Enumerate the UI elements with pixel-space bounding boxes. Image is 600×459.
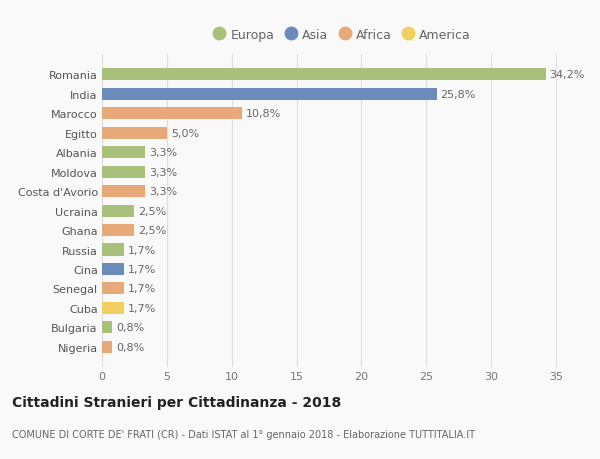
Text: 25,8%: 25,8% — [440, 90, 476, 100]
Text: Cittadini Stranieri per Cittadinanza - 2018: Cittadini Stranieri per Cittadinanza - 2… — [12, 395, 341, 409]
Text: 3,3%: 3,3% — [149, 187, 177, 197]
Text: 2,5%: 2,5% — [139, 225, 167, 235]
Text: 1,7%: 1,7% — [128, 264, 156, 274]
Text: 0,8%: 0,8% — [116, 323, 145, 333]
Bar — [102, 186, 145, 198]
Bar — [102, 283, 124, 295]
Bar — [102, 341, 112, 353]
Text: 3,3%: 3,3% — [149, 148, 177, 158]
Text: 5,0%: 5,0% — [171, 129, 199, 139]
Text: COMUNE DI CORTE DE' FRATI (CR) - Dati ISTAT al 1° gennaio 2018 - Elaborazione TU: COMUNE DI CORTE DE' FRATI (CR) - Dati IS… — [12, 429, 475, 439]
Bar — [102, 69, 545, 81]
Bar — [102, 147, 145, 159]
Text: 34,2%: 34,2% — [550, 70, 585, 80]
Legend: Europa, Asia, Africa, America: Europa, Asia, Africa, America — [208, 24, 476, 47]
Bar — [102, 322, 112, 334]
Text: 1,7%: 1,7% — [128, 284, 156, 294]
Text: 2,5%: 2,5% — [139, 206, 167, 216]
Bar — [102, 263, 124, 275]
Bar — [102, 166, 145, 179]
Bar — [102, 244, 124, 256]
Bar — [102, 224, 134, 236]
Text: 10,8%: 10,8% — [246, 109, 281, 119]
Text: 1,7%: 1,7% — [128, 303, 156, 313]
Bar — [102, 108, 242, 120]
Text: 1,7%: 1,7% — [128, 245, 156, 255]
Text: 0,8%: 0,8% — [116, 342, 145, 352]
Bar — [102, 205, 134, 217]
Bar — [102, 302, 124, 314]
Bar — [102, 128, 167, 140]
Text: 3,3%: 3,3% — [149, 168, 177, 177]
Bar — [102, 89, 437, 101]
